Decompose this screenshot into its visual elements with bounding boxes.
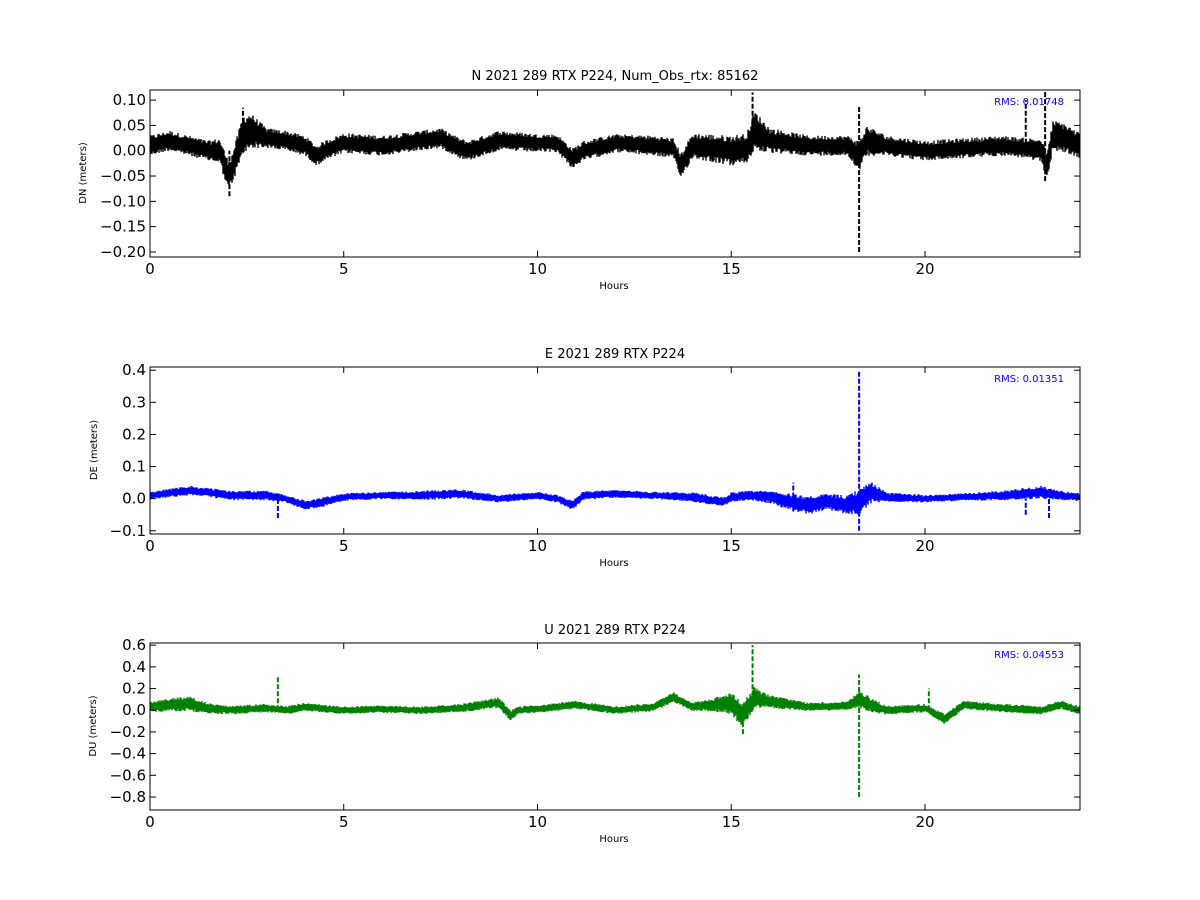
y-tick-label: −0.05 bbox=[100, 167, 146, 185]
plot-area: 0 5 10 15 20 0.6 0.4 0.2 0.0 −0.2 −0.4 −0.6 −0.8 bbox=[110, 636, 1081, 831]
y-tick-label: 0.10 bbox=[113, 91, 146, 109]
x-tick-label: 0 bbox=[145, 260, 155, 278]
y-tick-label: −0.6 bbox=[110, 766, 146, 784]
x-axis-label: Hours bbox=[599, 281, 628, 292]
panel-u: U 2021 289 RTX P224 0 5 10 15 20 0.6 0.4 0.2 0.0… bbox=[88, 623, 1081, 845]
x-axis-label: Hours bbox=[599, 558, 628, 569]
panel-n: N 2021 289 RTX P224, Num_Obs_rtx: 85162 … bbox=[78, 69, 1081, 292]
y-tick-label: 0.3 bbox=[122, 393, 146, 411]
y-axis-label: DU (meters) bbox=[88, 695, 99, 756]
y-tick-label: 0.00 bbox=[113, 142, 146, 160]
rms-annotation: RMS: 0.01748 bbox=[994, 97, 1064, 108]
y-tick-label: −0.2 bbox=[110, 723, 146, 741]
y-tick-label: 0.1 bbox=[122, 458, 146, 476]
y-tick-label: 0.4 bbox=[122, 361, 146, 379]
y-tick-label: 0.2 bbox=[122, 680, 146, 698]
x-tick-label: 0 bbox=[145, 537, 155, 555]
y-tick-label: 0.0 bbox=[122, 490, 146, 508]
x-tick-label: 5 bbox=[339, 537, 349, 555]
x-tick-label: 20 bbox=[915, 813, 934, 831]
x-tick-label: 20 bbox=[915, 260, 934, 278]
y-tick-label: 0.0 bbox=[122, 701, 146, 719]
chart-title: U 2021 289 RTX P224 bbox=[544, 623, 686, 638]
x-tick-label: 15 bbox=[722, 260, 741, 278]
x-axis-label: Hours bbox=[599, 834, 628, 845]
x-tick-label: 10 bbox=[528, 537, 547, 555]
series-group bbox=[150, 90, 1080, 252]
x-tick-label: 0 bbox=[145, 813, 155, 831]
x-tick-label: 15 bbox=[722, 813, 741, 831]
y-tick-label: 0.2 bbox=[122, 425, 146, 443]
plot-frame bbox=[149, 642, 1081, 811]
series-band bbox=[150, 482, 1080, 515]
y-tick-label: −0.8 bbox=[110, 788, 146, 806]
y-tick-label: 0.4 bbox=[122, 658, 146, 676]
y-tick-label: −0.1 bbox=[110, 522, 146, 540]
y-tick-label: 0.05 bbox=[113, 116, 146, 134]
x-tick-label: 20 bbox=[915, 537, 934, 555]
plot-area: 0 5 10 15 20 0.10 0.05 0.00 −0.05 −0.10 −0.15 −0.20 bbox=[100, 89, 1081, 278]
rms-annotation: RMS: 0.04553 bbox=[994, 650, 1064, 661]
y-tick-label: −0.20 bbox=[100, 243, 146, 261]
rms-annotation: RMS: 0.01351 bbox=[994, 374, 1064, 385]
series-group bbox=[150, 370, 1080, 531]
series-band bbox=[150, 687, 1080, 725]
x-tick-label: 5 bbox=[339, 260, 349, 278]
y-tick-label: −0.10 bbox=[100, 192, 146, 210]
y-tick-label: −0.4 bbox=[110, 745, 146, 763]
panel-e: E 2021 289 RTX P224 0 5 10 15 20 0.4 0.3 0.2 0.1… bbox=[89, 347, 1081, 569]
x-tick-label: 10 bbox=[528, 813, 547, 831]
x-tick-label: 15 bbox=[722, 537, 741, 555]
y-tick-label: −0.15 bbox=[100, 218, 146, 236]
y-axis-label: DN (meters) bbox=[78, 142, 89, 204]
plot-frame bbox=[149, 366, 1081, 535]
plot-frame bbox=[149, 89, 1081, 258]
x-tick-label: 10 bbox=[528, 260, 547, 278]
plot-area: 0 5 10 15 20 0.4 0.3 0.2 0.1 0.0 −0.1 bbox=[110, 361, 1081, 555]
chart-title: E 2021 289 RTX P224 bbox=[545, 347, 685, 362]
series-group bbox=[150, 645, 1080, 797]
y-axis-label: DE (meters) bbox=[89, 420, 100, 480]
y-tick-label: 0.6 bbox=[122, 636, 146, 654]
series-band bbox=[150, 113, 1080, 185]
chart-title: N 2021 289 RTX P224, Num_Obs_rtx: 85162 bbox=[472, 69, 759, 84]
x-tick-label: 5 bbox=[339, 813, 349, 831]
